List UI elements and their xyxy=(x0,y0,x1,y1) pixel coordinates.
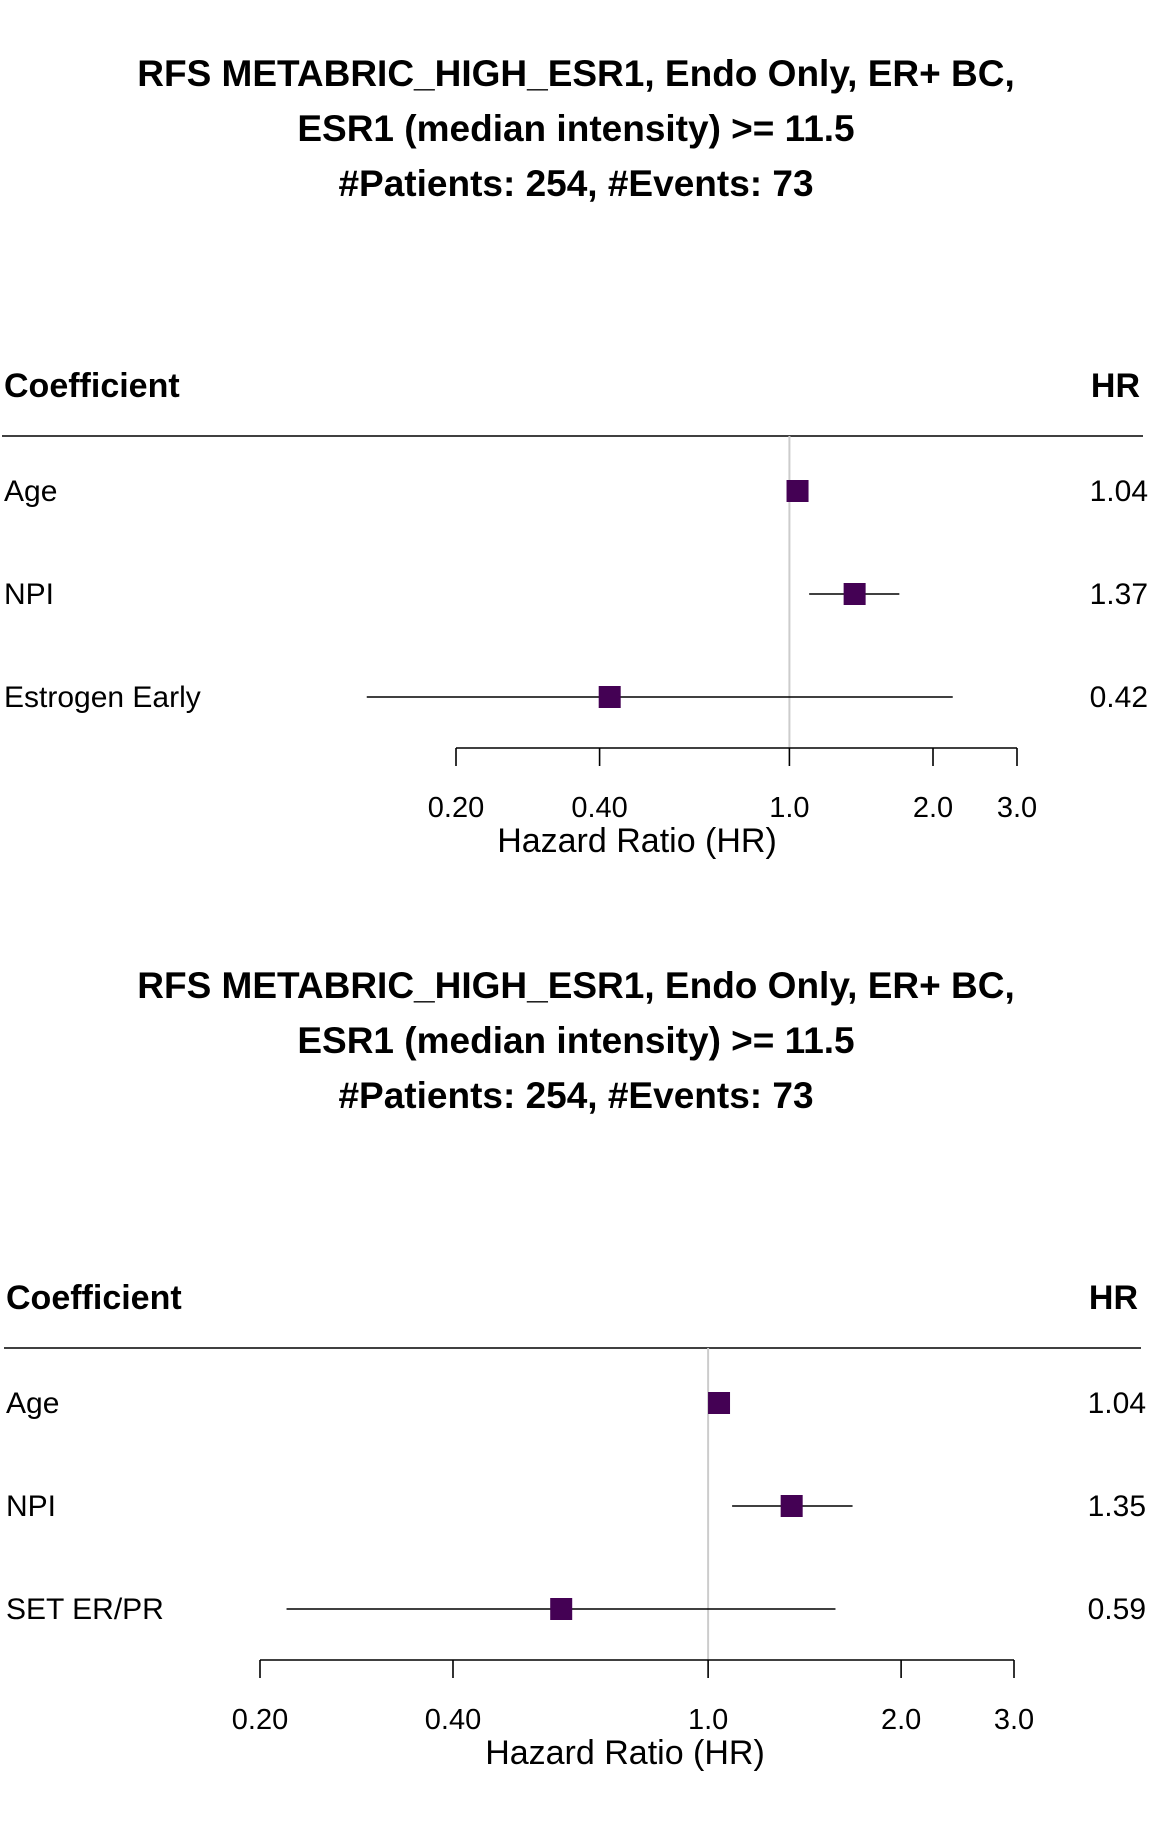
x-tick-label: 3.0 xyxy=(994,1704,1034,1736)
x-tick-label: 0.40 xyxy=(425,1704,481,1736)
chart-title-line-1: RFS METABRIC_HIGH_ESR1, Endo Only, ER+ B… xyxy=(137,53,1015,94)
coefficient-column-header: Coefficient xyxy=(4,367,180,405)
x-tick-label: 2.0 xyxy=(913,792,953,824)
hr-value-label: 1.35 xyxy=(1088,1490,1146,1523)
forest-plot-1: RFS METABRIC_HIGH_ESR1, Endo Only, ER+ B… xyxy=(2,53,1148,860)
coefficient-label: NPI xyxy=(4,578,54,611)
chart-title-line-2: ESR1 (median intensity) >= 11.5 xyxy=(297,1020,854,1061)
hr-point-marker xyxy=(598,686,621,708)
hr-point-marker xyxy=(786,480,809,502)
hr-value-label: 1.37 xyxy=(1090,578,1148,611)
x-axis-title: Hazard Ratio (HR) xyxy=(485,1734,765,1772)
x-tick-label: 1.0 xyxy=(769,792,809,824)
x-tick-label: 0.40 xyxy=(571,792,627,824)
hr-point-marker xyxy=(708,1392,731,1414)
hr-point-marker xyxy=(550,1598,573,1620)
x-axis-title: Hazard Ratio (HR) xyxy=(497,822,777,860)
chart-title-line-3: #Patients: 254, #Events: 73 xyxy=(338,1075,813,1116)
coefficient-label: Estrogen Early xyxy=(4,681,201,714)
hr-value-label: 1.04 xyxy=(1088,1387,1146,1420)
forest-plot-panel-1: RFS METABRIC_HIGH_ESR1, Endo Only, ER+ B… xyxy=(2,53,1148,860)
coefficient-column-header: Coefficient xyxy=(6,1279,182,1317)
chart-title-line-2: ESR1 (median intensity) >= 11.5 xyxy=(297,108,854,149)
x-tick-label: 0.20 xyxy=(232,1704,288,1736)
coefficient-label: SET ER/PR xyxy=(6,1593,164,1626)
hr-value-label: 1.04 xyxy=(1090,475,1148,508)
hr-column-header: HR xyxy=(1089,1279,1138,1317)
coefficient-label: NPI xyxy=(6,1490,56,1523)
chart-title-line-1: RFS METABRIC_HIGH_ESR1, Endo Only, ER+ B… xyxy=(137,965,1015,1006)
x-tick-label: 3.0 xyxy=(997,792,1037,824)
hr-point-marker xyxy=(843,583,866,605)
x-axis: 0.20 0.40 1.0 2.0 3.0 xyxy=(232,1659,1034,1736)
forest-plot-panel-2: RFS METABRIC_HIGH_ESR1, Endo Only, ER+ B… xyxy=(0,912,1152,1824)
chart-title-line-3: #Patients: 254, #Events: 73 xyxy=(338,163,813,204)
x-tick-label: 0.20 xyxy=(428,792,484,824)
coefficient-label: Age xyxy=(6,1387,59,1420)
x-tick-label: 2.0 xyxy=(881,1704,921,1736)
hr-point-marker xyxy=(780,1495,803,1517)
hr-value-label: 0.42 xyxy=(1090,681,1148,714)
x-tick-label: 1.0 xyxy=(688,1704,728,1736)
forest-plot-2: RFS METABRIC_HIGH_ESR1, Endo Only, ER+ B… xyxy=(4,965,1146,1772)
coefficient-label: Age xyxy=(4,475,57,508)
hr-column-header: HR xyxy=(1091,367,1140,405)
x-axis: 0.20 0.40 1.0 2.0 3.0 xyxy=(428,747,1037,824)
hr-value-label: 0.59 xyxy=(1088,1593,1146,1626)
